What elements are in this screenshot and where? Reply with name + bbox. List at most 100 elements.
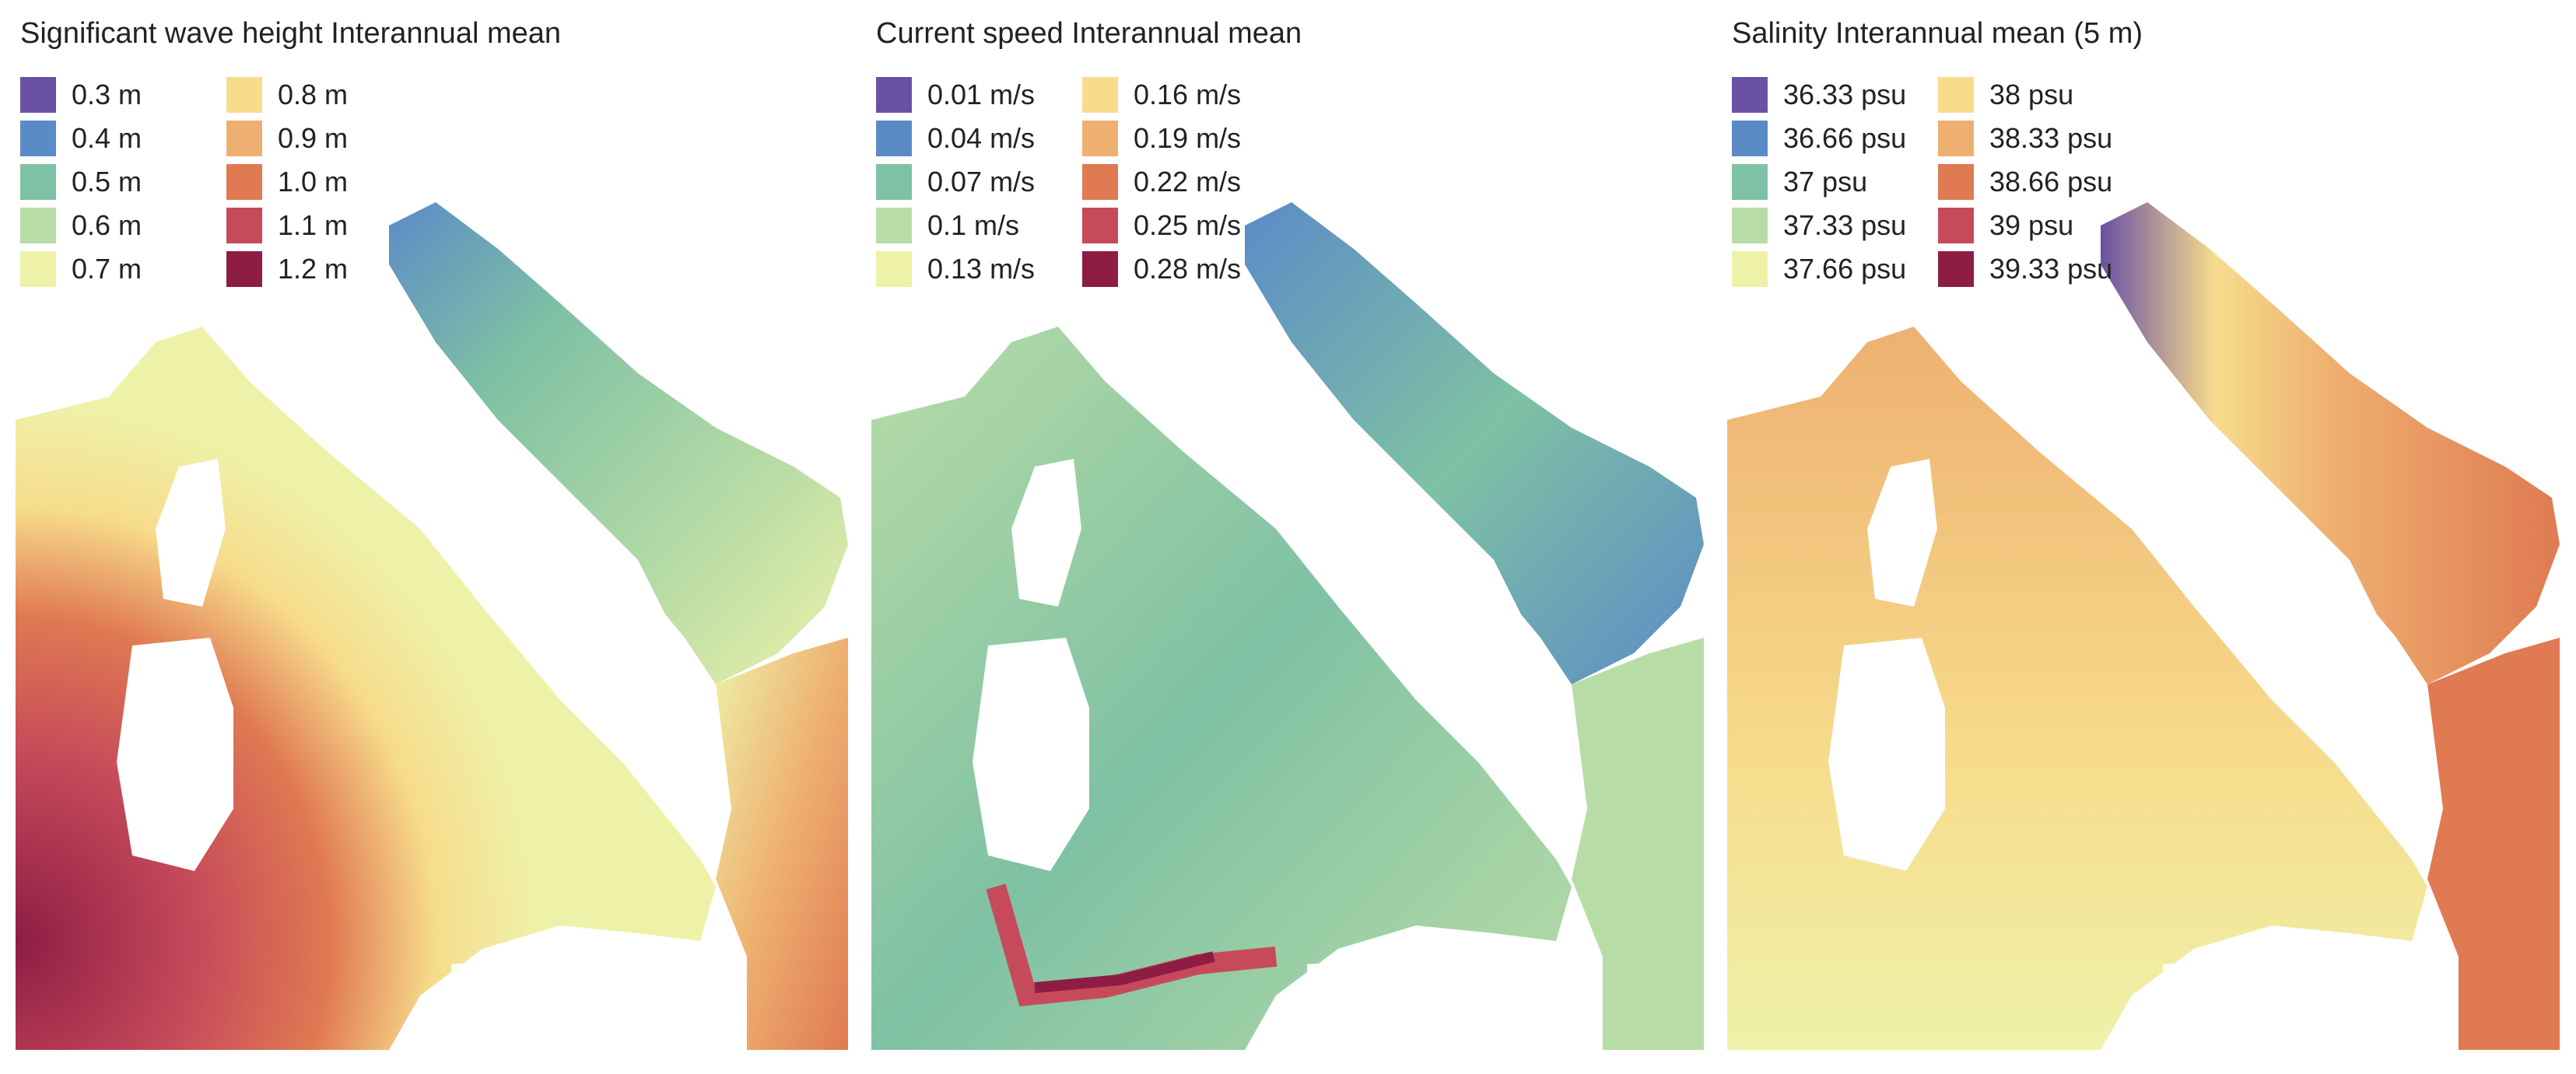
legend-swatch [1732,251,1768,287]
ionian-sea [1572,638,1704,1050]
sicily [2163,957,2350,1034]
legend-item: 0.04 m/s [876,117,1082,160]
legend-swatch [1732,208,1768,243]
legend-item: 37.33 psu [1732,204,1938,247]
legend-label: 39.33 psu [1989,253,2113,285]
legend-label: 0.8 m [278,79,349,110]
legend-label: 0.5 m [72,166,142,198]
legend-item: 0.07 m/s [876,160,1082,204]
legend-label: 39 psu [1989,209,2074,241]
sicily [451,957,638,1034]
legend-item: 36.33 psu [1732,73,1938,117]
italian-peninsula [265,350,731,879]
legend-swatch [1082,251,1118,287]
current-speed-legend: 0.01 m/s 0.04 m/s 0.07 m/s 0.1 m/s 0.13 … [876,73,1242,291]
legend-label: 0.13 m/s [927,253,1036,285]
legend-swatch [876,121,912,156]
wave-height-title: Significant wave height Interannual mean [20,17,562,50]
legend-item: 0.4 m [20,117,226,160]
corsica [1011,459,1081,607]
adriatic-sea [1245,202,1704,684]
legend-item: 0.13 m/s [876,247,1082,291]
legend-item: 0.01 m/s [876,73,1082,117]
legend-item: 39.33 psu [1938,247,2112,291]
legend-label: 0.25 m/s [1134,209,1242,241]
legend-swatch [1938,77,1974,113]
wave-height-panel: Significant wave height Interannual mean [0,0,856,1074]
legend-label: 37.66 psu [1783,253,1907,285]
corsica [1867,459,1937,607]
legend-swatch [1938,208,1974,243]
ionian-sea [2427,638,2560,1050]
legend-item: 36.66 psu [1732,117,1938,160]
adriatic-sea [389,202,848,684]
legend-swatch [226,208,262,243]
legend-label: 0.16 m/s [1134,79,1242,110]
legend-swatch [876,251,912,287]
legend-swatch [20,208,56,243]
legend-swatch [20,77,56,113]
italian-peninsula [1976,350,2443,879]
legend-swatch [876,77,912,113]
legend-item: 38.33 psu [1938,117,2112,160]
legend-label: 0.19 m/s [1134,122,1242,154]
legend-item: 0.25 m/s [1082,204,1242,247]
legend-label: 0.4 m [72,122,142,154]
wave-height-map [16,202,848,1050]
legend-label: 38 psu [1989,79,2074,110]
legend-swatch [1938,121,1974,156]
legend-item: 0.5 m [20,160,226,204]
legend-swatch [226,251,262,287]
legend-swatch [226,121,262,156]
legend-swatch [1082,164,1118,200]
salinity-map [1727,202,2560,1050]
legend-item: 0.22 m/s [1082,160,1242,204]
legend-swatch [1732,164,1768,200]
sardinia [973,638,1089,871]
salinity-legend: 36.33 psu 36.66 psu 37 psu 37.33 psu 37.… [1732,73,2112,291]
legend-swatch [1732,77,1768,113]
sicily [1307,957,1494,1034]
legend-item: 0.7 m [20,247,226,291]
legend-label: 1.0 m [278,166,349,198]
legend-swatch [20,164,56,200]
legend-item: 1.2 m [226,247,382,291]
legend-swatch [20,121,56,156]
legend-label: 1.1 m [278,209,349,241]
legend-swatch [20,251,56,287]
legend-item: 37 psu [1732,160,1938,204]
current-speed-title: Current speed Interannual mean [876,17,1302,50]
legend-item: 0.3 m [20,73,226,117]
strong-current-core [1034,951,1215,993]
legend-label: 37.33 psu [1783,209,1907,241]
legend-item: 1.1 m [226,204,382,247]
salinity-panel: Salinity Interannual mean (5 m) 36.33 ps… [1712,0,2576,1074]
legend-swatch [1938,164,1974,200]
legend-item: 0.8 m [226,73,382,117]
legend-label: 38.33 psu [1989,122,2113,154]
legend-item: 37.66 psu [1732,247,1938,291]
legend-item: 1.0 m [226,160,382,204]
legend-label: 0.01 m/s [927,79,1036,110]
legend-item: 38.66 psu [1938,160,2112,204]
legend-label: 0.1 m/s [927,209,1020,241]
ionian-sea [716,638,848,1050]
legend-item: 0.9 m [226,117,382,160]
legend-label: 0.07 m/s [927,166,1036,198]
sardinia [117,638,233,871]
legend-swatch [1082,208,1118,243]
legend-label: 38.66 psu [1989,166,2113,198]
legend-label: 36.66 psu [1783,122,1907,154]
legend-item: 0.1 m/s [876,204,1082,247]
legend-label: 0.22 m/s [1134,166,1242,198]
strong-current-band [986,883,1277,1007]
legend-label: 0.7 m [72,253,142,285]
legend-item: 39 psu [1938,204,2094,247]
legend-label: 0.28 m/s [1134,253,1242,285]
legend-item: 0.28 m/s [1082,247,1242,291]
corsica [156,459,226,607]
wave-height-legend: 0.3 m 0.4 m 0.5 m 0.6 m 0.7 m 0.8 m 0.9 … [20,73,382,291]
legend-swatch [226,164,262,200]
legend-swatch [1082,121,1118,156]
legend-label: 0.6 m [72,209,142,241]
